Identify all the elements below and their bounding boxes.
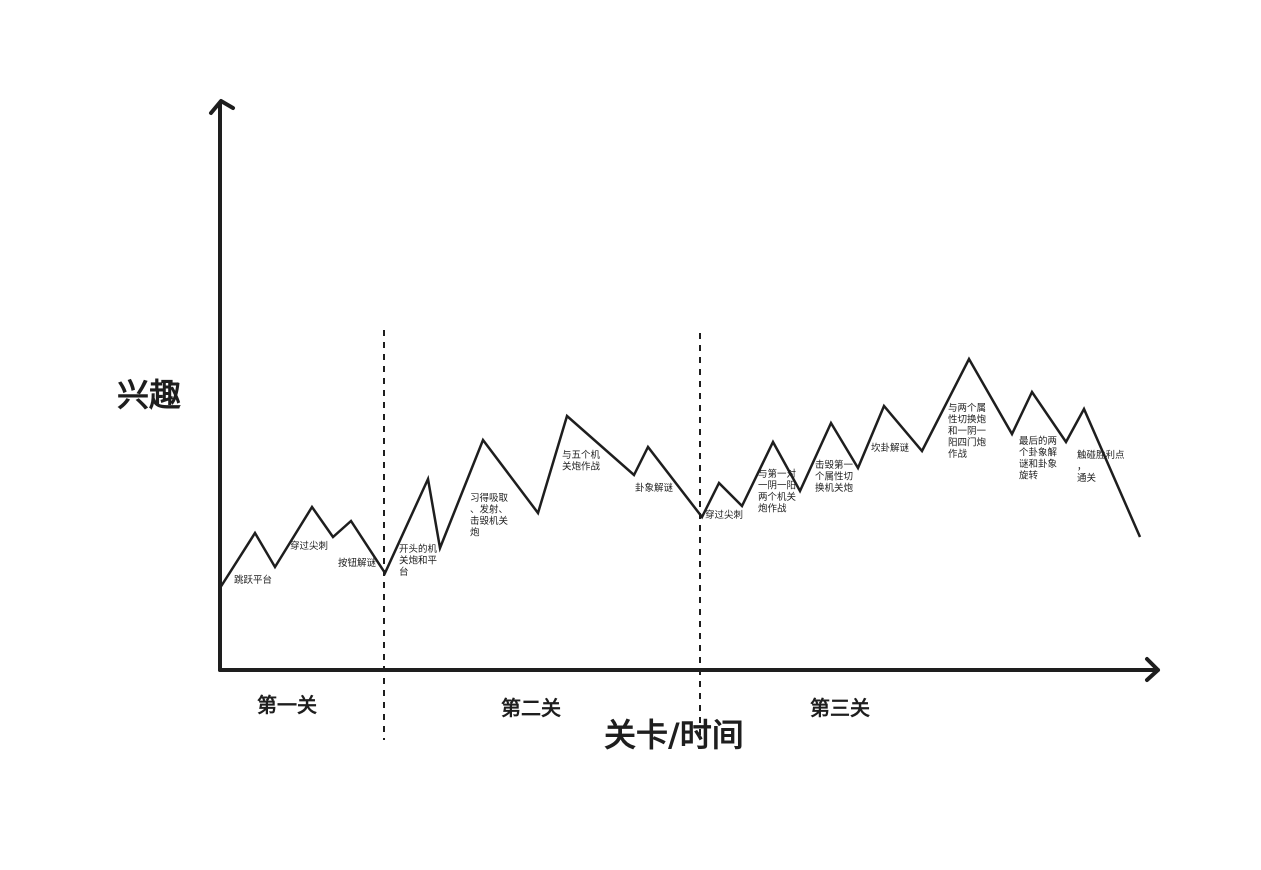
level-label-3: 第三关 [810, 696, 870, 720]
annotation-line: 击毁机关 [470, 515, 509, 527]
annotation-line: 炮作战 [758, 503, 787, 515]
annotation-opening-turret-platform: 开头的机关炮和平台 [399, 543, 438, 578]
annotation-line: 台 [399, 566, 409, 578]
annotation-button-puzzle: 按钮解谜 [338, 557, 377, 569]
annotation-line: 按钮解谜 [338, 557, 377, 569]
annotation-line: 两个机关 [758, 491, 797, 503]
level-label-1: 第一关 [257, 693, 317, 717]
annotation-line: 一阴一阳 [758, 481, 796, 492]
annotation-line: 最后的两 [1019, 435, 1057, 447]
annotation-line: 旋转 [1019, 470, 1039, 482]
annotation-line: 作战 [948, 448, 968, 460]
annotation-fight-five-turrets: 与五个机关炮作战 [562, 449, 601, 473]
annotation-kan-puzzle: 坎卦解谜 [871, 442, 910, 454]
annotation-line: 与五个机 [562, 449, 601, 461]
annotation-line: 谜和卦象 [1019, 458, 1058, 470]
annotation-line: 关炮作战 [562, 461, 601, 473]
annotation-line: 与两个属 [948, 403, 986, 414]
interest-curve [218, 356, 1142, 589]
annotation-hexagram-puzzle: 卦象解谜 [635, 482, 674, 494]
annotation-line: 习得吸取 [470, 492, 509, 504]
annotation-line: 阳四门炮 [948, 437, 987, 449]
annotation-line: 开头的机 [399, 543, 438, 555]
y-axis [209, 99, 235, 672]
annotation-yin-yang-turrets: 与第一对一阴一阳两个机关炮作战 [758, 468, 797, 515]
annotation-touch-victory-point: 触碰胜利点，通关 [1077, 449, 1125, 484]
annotation-line: 击毁第一 [815, 459, 854, 471]
level-label-2: 第二关 [501, 696, 561, 720]
annotation-jump-platform: 跳跃平台 [234, 574, 272, 586]
x-axis-label: 关卡/时间 [604, 716, 744, 754]
annotation-line: 换机关炮 [815, 482, 854, 494]
annotation-line: 跳跃平台 [234, 574, 272, 586]
annotation-switch-and-four-gate-turrets: 与两个属性切换炮和一阴一阳四门炮作战 [948, 403, 987, 460]
annotation-line: 穿过尖刺 [705, 509, 743, 521]
annotation-line: 触碰胜利点 [1077, 449, 1125, 461]
annotation-pass-spikes-2: 穿过尖刺 [705, 509, 743, 521]
x-axis [218, 657, 1160, 682]
annotation-line: 和一阴一 [948, 426, 987, 437]
annotation-line: 、发射、 [470, 504, 508, 516]
annotation-line: 炮 [470, 527, 480, 539]
annotation-line: 穿过尖刺 [290, 540, 328, 552]
annotation-final-hexagram-puzzles: 最后的两个卦象解谜和卦象旋转 [1019, 435, 1058, 482]
annotation-learn-absorb-fire: 习得吸取、发射、击毁机关炮 [470, 492, 509, 539]
annotation-pass-spikes-1: 穿过尖刺 [290, 540, 328, 552]
annotation-line: 坎卦解谜 [871, 442, 910, 454]
annotation-destroy-switch-turret: 击毁第一个属性切换机关炮 [815, 459, 854, 494]
annotation-line: ， [1077, 462, 1087, 473]
annotation-line: 个卦象解 [1019, 447, 1058, 459]
annotation-line: 关炮和平 [399, 555, 438, 567]
annotation-line: 个属性切 [815, 471, 853, 483]
annotation-line: 卦象解谜 [635, 482, 674, 494]
y-axis-label: 兴趣 [117, 376, 181, 414]
annotation-line: 通关 [1077, 472, 1097, 484]
annotation-line: 与第一对 [758, 468, 797, 480]
annotation-line: 性切换炮 [948, 414, 987, 426]
